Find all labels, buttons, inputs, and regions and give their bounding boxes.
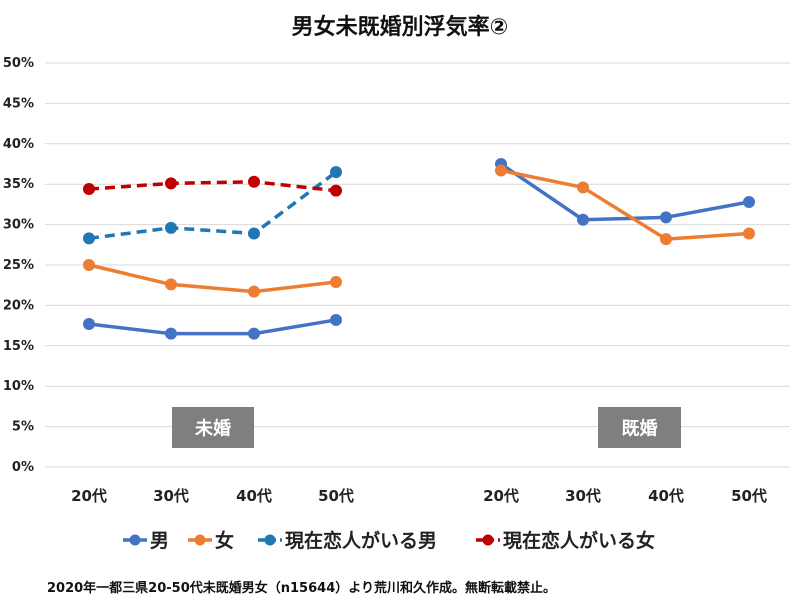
data-point [165,327,177,340]
y-tick-label: 15% [3,339,34,354]
series-line [88,318,337,336]
series-lines [83,158,755,340]
group-labels: 未婚 既婚 [172,407,681,448]
x-tick-label: 20代 [483,487,519,505]
legend-item: 男 [123,530,169,552]
data-point [577,213,589,226]
legend-item: 現在恋人がいる男 [258,529,437,552]
y-tick-label: 20% [3,298,34,313]
data-point [330,313,342,326]
legend-swatch-marker [264,534,276,546]
data-point [660,211,672,224]
legend-label: 現在恋人がいる男 [285,529,437,552]
data-point [248,175,260,188]
y-tick-label: 50% [3,56,34,71]
data-point [330,166,342,179]
series-line [88,263,337,294]
data-point [165,278,177,291]
legend-swatch-marker [194,534,206,546]
x-tick-label: 30代 [565,487,601,505]
y-tick-label: 40% [3,137,34,152]
y-tick-label: 0% [12,460,34,475]
data-point [743,195,755,208]
data-point [577,181,589,194]
y-tick-label: 45% [3,96,34,111]
data-point [330,275,342,288]
x-tick-label: 30代 [153,487,189,505]
y-tick-label: 25% [3,258,34,273]
legend-label: 女 [215,529,234,552]
legend-item: 現在恋人がいる女 [476,529,655,552]
group-label-married: 既婚 [598,407,681,448]
data-point [83,183,95,196]
legend-label: 現在恋人がいる女 [503,529,655,552]
legend-swatch-marker [482,534,494,546]
group-label-box [598,407,681,448]
legend-label: 男 [150,530,169,552]
chart-title: 男女未既婚別浮気率② [292,14,509,40]
data-point [743,227,755,240]
data-point [165,177,177,190]
y-tick-label: 10% [3,379,34,394]
x-tick-label: 40代 [236,487,272,505]
series-line [88,170,338,241]
data-point [83,317,95,330]
y-tick-label: 35% [3,177,34,192]
x-tick-label: 50代 [318,487,354,505]
series-line [500,168,750,241]
footnote: 2020年一都三県20-50代未既婚男女（n15644）より荒川和久作成。無断転… [47,580,556,596]
data-point [165,221,177,234]
legend: 男 女 現在恋人がいる男 現在恋人がいる女 [123,529,655,552]
data-point [248,227,260,240]
y-tick-label: 5% [12,420,34,435]
data-point [330,184,342,197]
legend-item: 女 [188,529,234,552]
data-point [248,327,260,340]
data-point [660,233,672,246]
legend-swatch-marker [129,534,141,546]
series-女 [83,259,342,298]
series-男 [83,313,342,340]
data-point [248,285,260,298]
x-tick-label: 40代 [648,487,684,505]
gridlines [45,62,790,468]
x-axis-tick-labels: 20代 30代 40代 50代 20代 30代 40代 50代 [71,487,767,505]
y-axis-tick-labels: 0% 5% 10% 15% 20% 25% 30% 35% 40% 45% 50% [3,56,34,475]
y-tick-label: 30% [3,218,34,233]
group-label-box [172,407,254,448]
series-女 [495,164,755,246]
group-label-unmarried: 未婚 [172,407,254,448]
x-tick-label: 50代 [731,487,767,505]
series-line [500,162,750,222]
series-現在恋人がいる男 [83,166,342,245]
data-point [495,164,507,177]
group-label-text: 未婚 [195,418,231,440]
x-tick-label: 20代 [71,487,107,505]
group-label-text: 既婚 [622,418,658,440]
series-line [88,180,337,193]
data-point [83,232,95,245]
series-現在恋人がいる女 [83,175,342,197]
series-男 [495,158,755,226]
data-point [83,259,95,271]
